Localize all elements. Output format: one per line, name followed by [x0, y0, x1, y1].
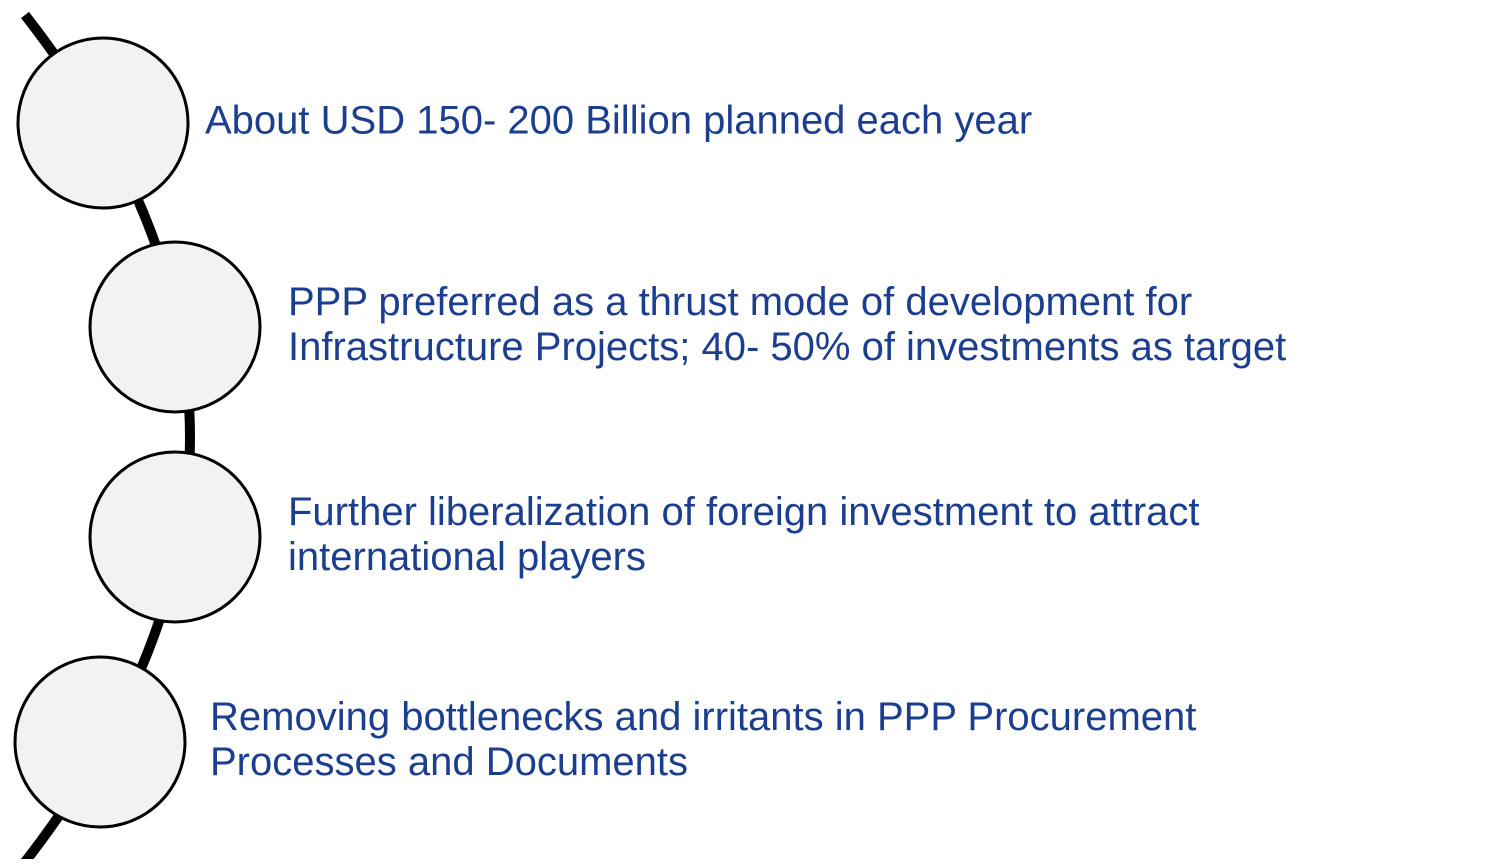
item-circle: [16, 36, 190, 210]
item-text: international players: [288, 535, 646, 579]
item-text: PPP preferred as a thrust mode of develo…: [288, 280, 1192, 324]
item-list: About USD 150- 200 Billion planned each …: [13, 36, 1286, 829]
item-text: Further liberalization of foreign invest…: [288, 490, 1200, 534]
item-text: Processes and Documents: [210, 740, 688, 784]
item-text: About USD 150- 200 Billion planned each …: [205, 99, 1032, 143]
item-circle: [88, 240, 262, 414]
item-text: Removing bottlenecks and irritants in PP…: [210, 695, 1196, 739]
item-circle: [88, 450, 262, 624]
item-text: Infrastructure Projects; 40- 50% of inve…: [288, 325, 1286, 369]
item-circle: [13, 655, 187, 829]
